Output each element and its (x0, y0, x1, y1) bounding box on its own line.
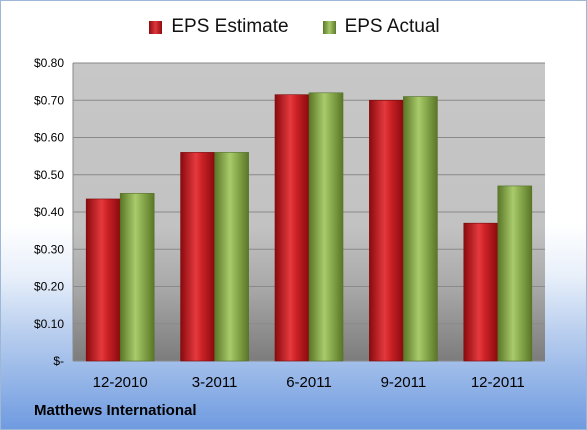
x-tick-label: 6-2011 (286, 374, 332, 391)
company-name: Matthews International (34, 402, 197, 419)
x-tick-label: 12-2010 (93, 374, 148, 391)
bar-eps-actual (214, 152, 249, 362)
bar-eps-actual (497, 185, 533, 362)
y-tick-label: $- (53, 354, 64, 368)
bar-eps-actual (403, 96, 438, 362)
bar-eps-estimate (463, 222, 499, 362)
y-tick-label: $0.30 (34, 242, 64, 256)
y-tick-label: $0.10 (34, 317, 64, 331)
bar-eps-estimate (180, 152, 215, 362)
y-tick-label: $0.70 (34, 93, 64, 107)
y-tick-label: $0.20 (34, 280, 64, 294)
y-tick-label: $0.80 (34, 56, 64, 70)
legend-label-estimate: EPS Estimate (171, 16, 289, 37)
legend-item-actual: EPS Actual (322, 16, 440, 38)
y-tick-label: $0.50 (34, 168, 64, 182)
bar-eps-estimate (85, 198, 121, 362)
y-tick-label: $0.40 (34, 205, 64, 219)
bar-eps-estimate (274, 94, 310, 362)
legend: EPS Estimate EPS Actual (1, 16, 586, 38)
x-tick-label: 9-2011 (381, 374, 427, 391)
y-axis-tick-labels: $- $0.10 $0.20 $0.30 $0.40 $0.50 $0.60 $0.70 $0.… (34, 56, 64, 368)
legend-swatch-actual (322, 20, 336, 34)
bar-eps-actual (119, 193, 155, 362)
bar-eps-actual (308, 92, 344, 362)
x-axis-tick-labels: 12-2010 3-2011 6-2011 9-2011 12-2011 (93, 374, 525, 391)
bar-eps-estimate (369, 99, 404, 362)
x-tick-label: 3-2011 (192, 374, 238, 391)
bars (85, 92, 533, 362)
legend-label-actual: EPS Actual (344, 16, 440, 37)
y-tick-label: $0.60 (34, 131, 64, 145)
legend-swatch-estimate (149, 20, 163, 34)
legend-item-estimate: EPS Estimate (149, 16, 289, 38)
x-tick-label: 12-2011 (471, 374, 525, 391)
